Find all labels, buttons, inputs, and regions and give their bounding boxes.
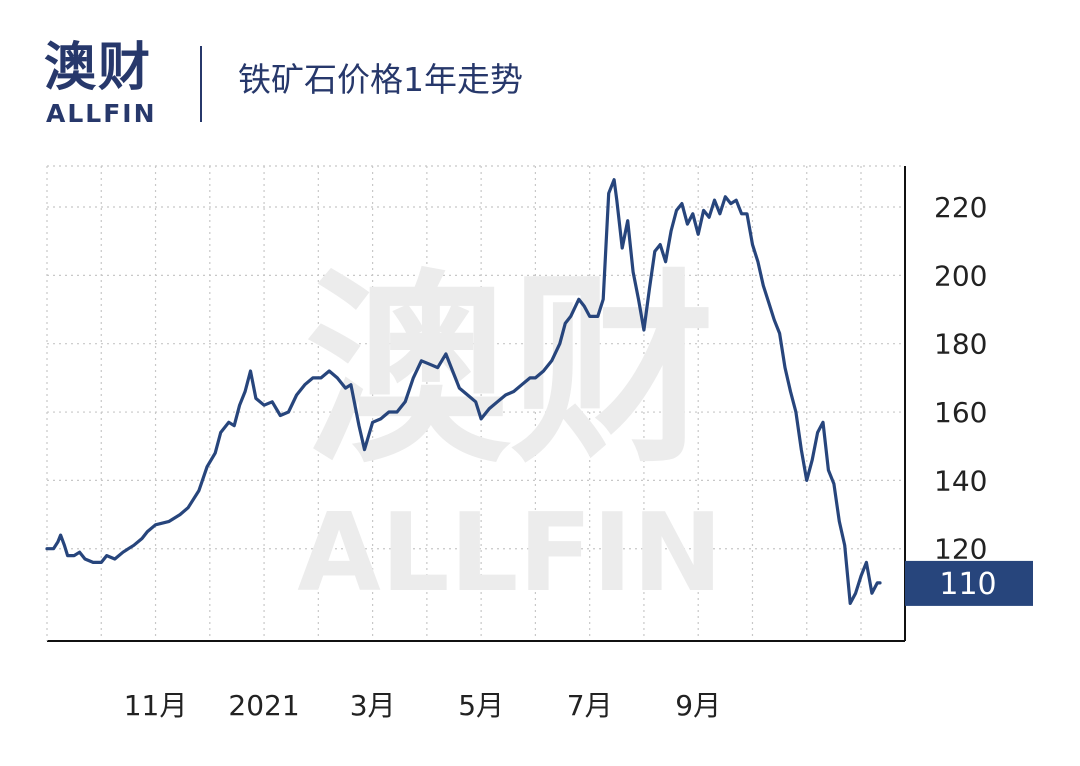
x-tick-label: 7月 — [567, 689, 613, 722]
watermark-chinese: 澳财 — [305, 253, 715, 491]
y-tick-label: 180 — [934, 328, 987, 361]
watermark: 澳财 ALLFIN — [297, 253, 723, 616]
grid-lines — [47, 165, 905, 641]
x-tick-label: 2021 — [228, 689, 299, 722]
y-tick-label: 200 — [934, 259, 987, 292]
last-value-label: 110 — [939, 567, 996, 602]
y-tick-label: 160 — [934, 396, 987, 429]
tick-labels: 120 140 160 180 200 220 11月 2021 3月 5月 7月 9月 110 — [124, 191, 1033, 722]
x-tick-label: 3月 — [350, 689, 396, 722]
x-tick-label: 11月 — [124, 689, 188, 722]
header-divider — [200, 46, 202, 122]
watermark-english: ALLFIN — [297, 491, 723, 616]
chart-title: 铁矿石价格1年走势 — [238, 60, 523, 99]
logo-chinese-text: 澳财 — [44, 38, 153, 98]
series-layer — [45, 178, 882, 605]
logo-chinese: 澳财 — [44, 38, 152, 98]
x-tick-label: 5月 — [458, 689, 504, 722]
logo-english: ALLFIN — [46, 99, 157, 128]
x-tick-label: 9月 — [675, 689, 721, 722]
y-tick-label: 140 — [934, 464, 987, 497]
last-value-badge — [905, 560, 1033, 606]
price-series-line — [45, 178, 882, 605]
y-tick-label: 120 — [934, 533, 987, 566]
y-tick-label: 220 — [934, 191, 987, 224]
